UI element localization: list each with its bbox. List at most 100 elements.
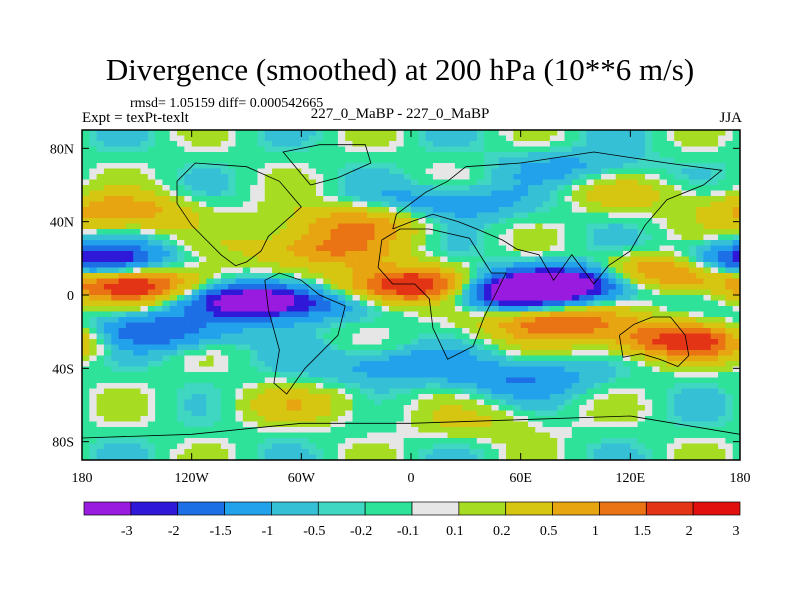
heatmap-cell bbox=[601, 168, 609, 175]
heatmap-cell bbox=[89, 262, 98, 269]
heatmap-cell bbox=[571, 350, 580, 357]
heatmap-cell bbox=[286, 366, 295, 373]
heatmap-cell bbox=[264, 185, 273, 192]
heatmap-cell bbox=[732, 207, 740, 214]
heatmap-cell bbox=[571, 427, 580, 434]
heatmap-cell bbox=[198, 256, 207, 263]
heatmap-cell bbox=[264, 306, 273, 313]
heatmap-cell bbox=[527, 317, 536, 324]
heatmap-cell bbox=[272, 196, 280, 203]
heatmap-cell bbox=[198, 410, 207, 417]
heatmap-cell bbox=[396, 372, 405, 379]
heatmap-cell bbox=[133, 344, 142, 351]
heatmap-cell bbox=[96, 185, 105, 192]
heatmap-cell bbox=[133, 141, 142, 148]
heatmap-cell bbox=[557, 245, 566, 252]
heatmap-cell bbox=[469, 317, 478, 324]
heatmap-cell bbox=[659, 394, 668, 401]
heatmap-cell bbox=[184, 262, 193, 269]
heatmap-cell bbox=[118, 212, 127, 219]
heatmap-cell bbox=[191, 416, 200, 423]
heatmap-cell bbox=[169, 339, 178, 346]
heatmap-cell bbox=[484, 383, 493, 390]
heatmap-cell bbox=[696, 388, 705, 395]
heatmap-cell bbox=[257, 135, 266, 142]
heatmap-cell bbox=[389, 317, 397, 324]
heatmap-cell bbox=[462, 223, 471, 230]
heatmap-cell bbox=[520, 361, 529, 368]
heatmap-cell bbox=[140, 251, 149, 258]
heatmap-cell bbox=[374, 394, 383, 401]
heatmap-cell bbox=[549, 273, 558, 280]
heatmap-cell bbox=[725, 240, 734, 247]
heatmap-cell bbox=[140, 350, 149, 357]
heatmap-cell bbox=[337, 146, 346, 153]
heatmap-cell bbox=[235, 350, 244, 357]
heatmap-cell bbox=[140, 361, 149, 368]
heatmap-cell bbox=[140, 344, 149, 351]
heatmap-cell bbox=[542, 135, 551, 142]
heatmap-cell bbox=[557, 289, 566, 296]
heatmap-cell bbox=[637, 141, 646, 148]
heatmap-cell bbox=[367, 157, 376, 164]
heatmap-cell bbox=[403, 234, 412, 241]
heatmap-cell bbox=[469, 322, 478, 329]
heatmap-cell bbox=[637, 234, 646, 241]
heatmap-cell bbox=[235, 273, 244, 280]
heatmap-cell bbox=[615, 223, 624, 230]
heatmap-cell bbox=[491, 190, 500, 197]
heatmap-cell bbox=[133, 251, 142, 258]
heatmap-cell bbox=[272, 317, 280, 324]
heatmap-cell bbox=[228, 201, 237, 208]
heatmap-cell bbox=[535, 190, 544, 197]
heatmap-cell bbox=[498, 333, 507, 340]
heatmap-cell bbox=[162, 130, 171, 137]
heatmap-cell bbox=[454, 146, 463, 153]
heatmap-cell bbox=[418, 377, 427, 384]
heatmap-cell bbox=[389, 157, 397, 164]
heatmap-cell bbox=[498, 350, 507, 357]
heatmap-cell bbox=[557, 333, 566, 340]
heatmap-cell bbox=[586, 322, 595, 329]
heatmap-cell bbox=[184, 130, 193, 137]
heatmap-cell bbox=[425, 278, 434, 285]
heatmap-cell bbox=[644, 405, 653, 412]
heatmap-cell bbox=[440, 350, 449, 357]
heatmap-cell bbox=[403, 163, 412, 170]
heatmap-cell bbox=[352, 262, 361, 269]
heatmap-cell bbox=[674, 157, 683, 164]
heatmap-cell bbox=[615, 405, 624, 412]
heatmap-cell bbox=[681, 405, 690, 412]
heatmap-cell bbox=[96, 218, 105, 225]
heatmap-cell bbox=[96, 300, 105, 307]
heatmap-cell bbox=[162, 135, 171, 142]
heatmap-cell bbox=[520, 273, 529, 280]
heatmap-cell bbox=[535, 196, 544, 203]
heatmap-cell bbox=[103, 284, 112, 291]
heatmap-cell bbox=[564, 267, 573, 274]
heatmap-cell bbox=[315, 273, 324, 280]
heatmap-cell bbox=[506, 157, 514, 164]
heatmap-cell bbox=[652, 317, 661, 324]
heatmap-cell bbox=[111, 328, 120, 335]
heatmap-cell bbox=[579, 141, 588, 148]
heatmap-cell bbox=[601, 135, 609, 142]
heatmap-cell bbox=[608, 377, 617, 384]
heatmap-cell bbox=[286, 267, 295, 274]
heatmap-cell bbox=[432, 152, 441, 159]
heatmap-cell bbox=[688, 284, 697, 291]
heatmap-cell bbox=[484, 135, 493, 142]
heatmap-cell bbox=[323, 218, 332, 225]
heatmap-cell bbox=[294, 328, 302, 335]
heatmap-cell bbox=[337, 295, 346, 302]
heatmap-cell bbox=[557, 262, 566, 269]
heatmap-cell bbox=[359, 135, 368, 142]
heatmap-cell bbox=[169, 196, 178, 203]
heatmap-cell bbox=[315, 284, 324, 291]
heatmap-cell bbox=[367, 273, 376, 280]
heatmap-cell bbox=[374, 234, 383, 241]
heatmap-cell bbox=[264, 394, 273, 401]
heatmap-cell bbox=[476, 289, 485, 296]
heatmap-cell bbox=[147, 223, 156, 230]
heatmap-cell bbox=[250, 355, 259, 362]
